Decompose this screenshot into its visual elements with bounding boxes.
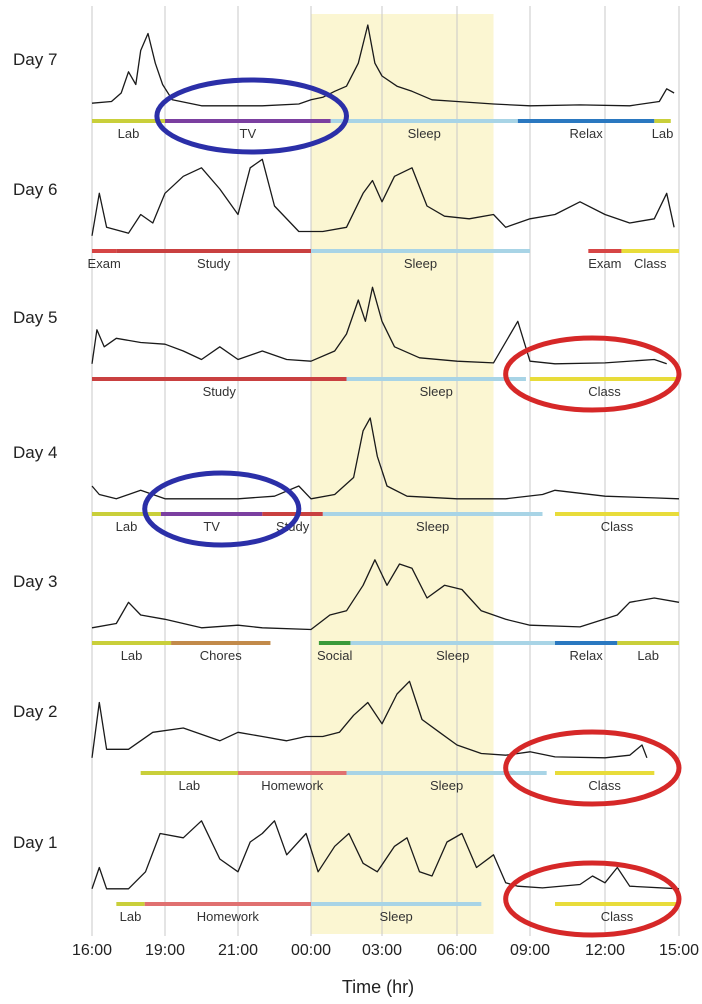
activity-trace: [91, 417, 680, 500]
highlight-ellipse-red: [503, 335, 682, 413]
day-row-3: Day 5 Study Sleep Class: [13, 286, 682, 413]
day-row-6: Day 2 Lab Homework Sleep Class: [13, 680, 682, 807]
activity-label: Sleep: [436, 648, 469, 663]
x-axis: 16:00 19:00 21:00 00:00 03:00 06:00 09:00 12:00…: [72, 942, 699, 959]
activity-label: Sleep: [416, 519, 449, 534]
activity-label: Class: [601, 909, 634, 924]
x-tick-label-6: 09:00: [510, 942, 550, 959]
activity-label: Homework: [197, 909, 260, 924]
x-tick-label-4: 03:00: [362, 942, 402, 959]
day-rows: Day 7 Lab TV Sleep Relax Lab Day 6 Exam Study Sle…: [13, 24, 682, 938]
highlight-ellipse-red: [503, 729, 682, 807]
activity-label: Relax: [569, 126, 603, 141]
activity-label: Lab: [637, 648, 659, 663]
activity-trace: [91, 820, 680, 890]
day-row-1: Day 7 Lab TV Sleep Relax Lab: [13, 24, 675, 155]
activity-label: Sleep: [404, 256, 437, 271]
activity-label: Class: [601, 519, 634, 534]
activity-label: Study: [203, 384, 237, 399]
activity-label: Lab: [652, 126, 674, 141]
day-row-5: Day 3 Lab Chores Social Sleep Relax Lab: [13, 559, 680, 663]
activity-label: Social: [317, 648, 353, 663]
activity-trace: [91, 286, 667, 365]
x-tick-label-0: 16:00: [72, 942, 112, 959]
day-label: Day 6: [13, 180, 57, 199]
activity-label: Lab: [120, 909, 142, 924]
activity-label: Lab: [116, 519, 138, 534]
highlight-ellipse-blue: [142, 470, 302, 548]
activity-label: Exam: [88, 256, 121, 271]
x-axis-title: Time (hr): [342, 977, 414, 997]
x-tick-label-5: 06:00: [437, 942, 477, 959]
x-tick-label-1: 19:00: [145, 942, 185, 959]
activity-label: TV: [240, 126, 257, 141]
activity-label: Lab: [178, 778, 200, 793]
day-label: Day 1: [13, 833, 57, 852]
activity-label: Sleep: [380, 909, 413, 924]
x-tick-label-2: 21:00: [218, 942, 258, 959]
activity-trace: [91, 680, 648, 759]
day-label: Day 5: [13, 308, 57, 327]
day-label: Day 2: [13, 702, 57, 721]
activity-label: Class: [634, 256, 667, 271]
activity-label: Sleep: [408, 126, 441, 141]
activity-label: Class: [588, 778, 621, 793]
highlight-ellipse-blue: [154, 77, 349, 155]
activity-trace: [91, 24, 675, 107]
activity-label: Study: [197, 256, 231, 271]
activity-label: Relax: [570, 648, 604, 663]
activity-label: Sleep: [420, 384, 453, 399]
activity-trace: [91, 559, 680, 631]
activity-label: Sleep: [430, 778, 463, 793]
activity-label: Class: [588, 384, 621, 399]
day-label: Day 7: [13, 50, 57, 69]
day-row-7: Day 1 Lab Homework Sleep Class: [13, 820, 682, 938]
activity-label: Exam: [588, 256, 621, 271]
activity-label: Lab: [118, 126, 140, 141]
activity-label: TV: [203, 519, 220, 534]
activity-trace: [91, 158, 675, 236]
highlight-ellipse-red: [503, 860, 682, 938]
activity-label: Lab: [121, 648, 143, 663]
x-tick-label-8: 15:00: [659, 942, 699, 959]
day-label: Day 3: [13, 572, 57, 591]
day-label: Day 4: [13, 443, 57, 462]
activity-label: Homework: [261, 778, 324, 793]
sleep-shaded-region: [311, 14, 494, 934]
activity-label: Chores: [200, 648, 242, 663]
x-tick-label-3: 00:00: [291, 942, 331, 959]
day-row-2: Day 6 Exam Study Sleep Exam Class: [13, 158, 679, 271]
x-tick-label-7: 12:00: [585, 942, 625, 959]
